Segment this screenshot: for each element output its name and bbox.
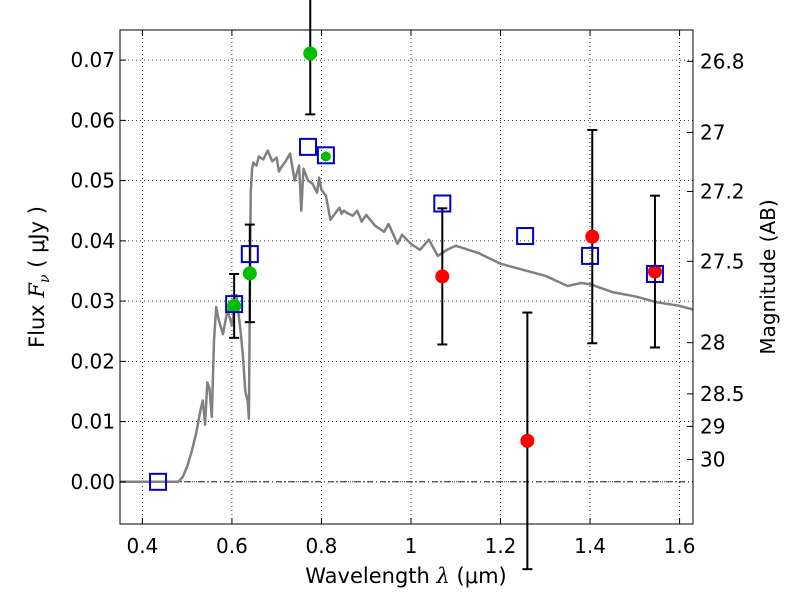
data-point-circle: [435, 269, 450, 284]
data-point-circle: [585, 229, 600, 244]
x-tick-label: 0.8: [306, 534, 338, 558]
magnitude-tick-label: 27: [700, 120, 725, 144]
y-tick-label: 0.02: [70, 349, 115, 373]
data-point-circle: [227, 298, 242, 313]
y-axis-label: Flux Fν ( μJy ): [25, 206, 53, 348]
magnitude-tick-label: 27.2: [700, 179, 745, 203]
data-point-circle: [242, 266, 257, 281]
model-point-square: [240, 245, 259, 264]
magnitude-axis-ticks: 26.8 27 27.2 27.5 28 28.5 29 30: [687, 49, 745, 472]
model-point-square: [225, 295, 244, 314]
data-point-circle: [647, 264, 662, 279]
model-point-square: [299, 137, 318, 156]
y-tick-label: 0.00: [70, 470, 115, 494]
x-tick-label: 1.4: [574, 534, 606, 558]
model-point-square: [149, 472, 168, 491]
magnitude-axis-label: Magnitude (AB): [756, 199, 780, 354]
x-tick-label: 1.6: [664, 534, 696, 558]
y-tick-label: 0.03: [70, 289, 115, 313]
x-tick-label: 1: [405, 534, 418, 558]
y-tick-label: 0.01: [70, 410, 115, 434]
model-point-square: [516, 227, 535, 246]
model-point-square: [581, 246, 600, 265]
sed-line: [120, 149, 694, 484]
y-axis-ticks: 0.00 0.01 0.02 0.03 0.04 0.05 0.06 0.07: [70, 48, 126, 494]
y-tick-label: 0.07: [70, 48, 115, 72]
data-point-circle: [320, 151, 331, 162]
y-tick-label: 0.04: [70, 229, 115, 253]
error-bars: [229, 0, 660, 571]
x-tick-label: 0.6: [216, 534, 248, 558]
magnitude-tick-label: 27.5: [700, 249, 745, 273]
data-point-circle: [520, 433, 535, 448]
model-sed-curve: [120, 149, 694, 484]
x-tick-label: 0.4: [126, 534, 158, 558]
x-axis-ticks: 0.4 0.6 0.8 1 1.2 1.4 1.6: [126, 30, 695, 558]
magnitude-tick-label: 28.5: [700, 382, 745, 406]
grid-lines: [120, 30, 693, 524]
plot-frame: [119, 29, 694, 525]
model-point-square: [316, 146, 335, 165]
x-axis-label: Wavelength λ (μm): [305, 564, 506, 588]
magnitude-tick-label: 26.8: [700, 49, 745, 73]
y-tick-label: 0.06: [70, 108, 115, 132]
model-point-square: [433, 194, 452, 213]
data-markers: [149, 46, 664, 491]
magnitude-tick-label: 28: [700, 331, 725, 355]
magnitude-tick-label: 30: [700, 448, 725, 472]
x-tick-label: 1.2: [485, 534, 517, 558]
data-point-circle: [303, 46, 318, 61]
y-tick-label: 0.05: [70, 169, 115, 193]
model-point-square: [645, 264, 664, 283]
magnitude-tick-label: 29: [700, 414, 725, 438]
